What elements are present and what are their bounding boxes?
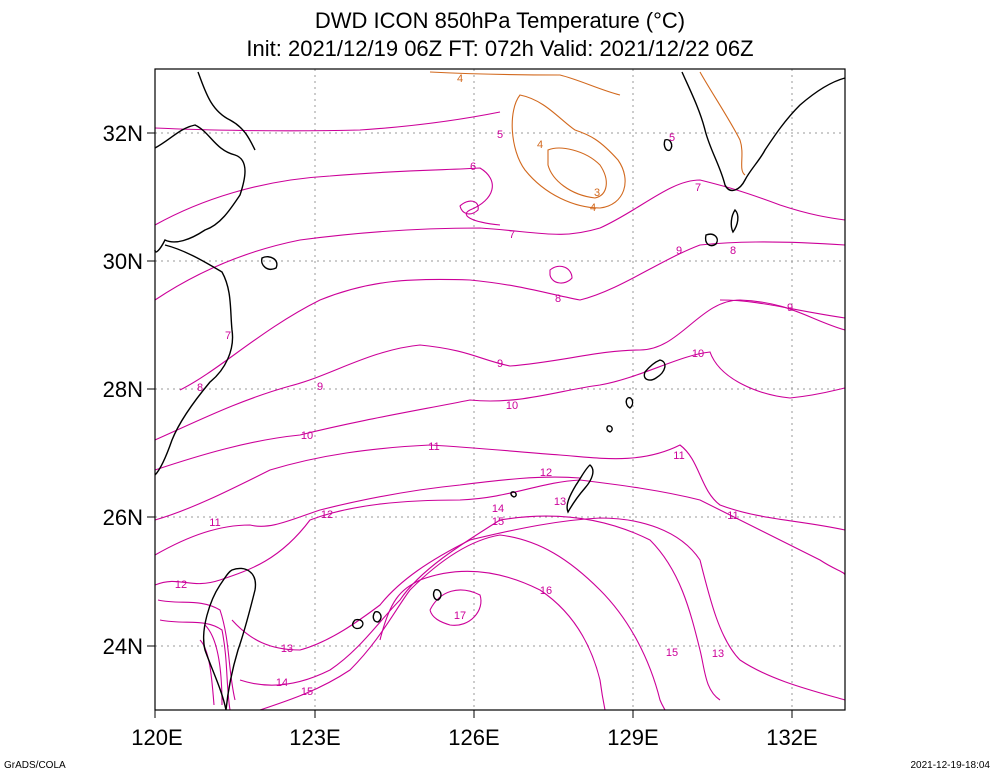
contour-label: 9 [317, 381, 323, 393]
lon-label-132e: 132E [766, 725, 817, 750]
contour-4-east [699, 71, 746, 176]
contour-11b [154, 476, 581, 556]
contour-11 [154, 444, 846, 531]
goto-islands [663, 138, 673, 152]
contour-5 [154, 111, 501, 132]
contour-6 [154, 167, 501, 226]
island-small-2 [606, 425, 613, 433]
contour-label: 4 [537, 139, 543, 151]
contour-label: 16 [540, 585, 552, 597]
yellow-sea-coast [197, 71, 256, 151]
lat-label-30n: 30N [103, 249, 143, 274]
contour-taiwan-3 [199, 639, 215, 706]
lon-label-126e: 126E [448, 725, 499, 750]
contour-label: 11 [727, 510, 738, 522]
yakushima [704, 233, 718, 247]
lon-label-123e: 123E [289, 725, 340, 750]
contour-label: 13 [554, 496, 566, 508]
contour-label: 13 [281, 643, 293, 655]
contour-label: 3 [594, 187, 600, 199]
contour-label: 5 [669, 132, 675, 144]
contour-label: 7 [695, 182, 701, 194]
lon-label-129e: 129E [607, 725, 658, 750]
contour-10 [154, 351, 846, 471]
contour-label: 12 [540, 467, 552, 479]
okinawa [566, 464, 594, 514]
contour-6-loop [459, 200, 479, 215]
contour-9-east [719, 299, 846, 319]
zhoushan [261, 256, 278, 270]
contour-label: 8 [197, 382, 203, 394]
map-title: DWD ICON 850hPa Temperature (°C) [314, 8, 686, 33]
footer-timestamp: 2021-12-19-18:04 [910, 760, 990, 771]
contour-label: 4 [457, 73, 463, 85]
cool-contours [154, 111, 846, 711]
contour-16 [379, 570, 606, 711]
taiwan [203, 567, 257, 711]
contour-17 [429, 589, 482, 626]
contour-taiwan-1 [157, 599, 236, 701]
contour-label: 10 [692, 348, 704, 360]
map-subtitle: Init: 2021/12/19 06Z FT: 072h Valid: 202… [246, 36, 754, 61]
contour-label: 7 [509, 229, 515, 241]
lat-label-24n: 24N [103, 634, 143, 659]
contour-14 [239, 515, 721, 701]
contour-4 [511, 94, 626, 209]
contour-label: 17 [454, 610, 466, 622]
contour-15 [259, 534, 666, 711]
island-small-1 [625, 397, 634, 409]
contour-label: 11 [673, 450, 684, 462]
contour-label: 8 [730, 245, 736, 257]
coastlines [154, 71, 846, 711]
amami [643, 359, 666, 381]
contour-label: 14 [492, 503, 504, 515]
contour-taiwan-2 [159, 619, 231, 711]
contour-label: 10 [301, 430, 313, 442]
warm-contours [429, 71, 746, 209]
kyushu [681, 71, 846, 192]
contour-12 [154, 479, 846, 586]
contour-label: 15 [492, 516, 504, 528]
contour-7 [154, 179, 846, 301]
lat-label-28n: 28N [103, 377, 143, 402]
contour-label: 9 [497, 358, 503, 370]
contour-label: 13 [712, 648, 724, 660]
iriomote [372, 611, 382, 623]
contour-label: 12 [175, 579, 187, 591]
miyako [432, 589, 442, 601]
lat-label-32n: 32N [103, 121, 143, 146]
contour-label: 11 [209, 517, 220, 529]
contour-label: 9 [676, 245, 682, 257]
china-coast-south [154, 244, 234, 476]
island-small-3 [510, 491, 517, 498]
contour-9 [154, 299, 846, 441]
contour-label: 5 [497, 129, 503, 141]
contour-label: 10 [506, 400, 518, 412]
contour-label: 9 [787, 302, 793, 314]
contour-13 [231, 517, 846, 701]
contour-label: 14 [276, 677, 288, 689]
lon-label-120e: 120E [131, 725, 182, 750]
contour-3 [547, 147, 607, 199]
contour-label: 15 [301, 686, 313, 698]
footer-software: GrADS/COLA [4, 760, 66, 771]
china-coast [154, 124, 246, 253]
tanegashima [730, 208, 739, 234]
contour-label: 12 [321, 509, 333, 521]
contour-label: 11 [428, 441, 439, 453]
lat-label-26n: 26N [103, 505, 143, 530]
contour-8-loop [549, 265, 573, 284]
ishigaki [352, 618, 364, 630]
axis-ticks [147, 132, 793, 718]
contour-4-north [429, 71, 621, 96]
contour-8 [179, 241, 846, 391]
contour-label: 4 [590, 202, 596, 214]
contour-label: 8 [555, 293, 561, 305]
contour-label: 6 [470, 161, 476, 173]
contour-label: 15 [666, 647, 678, 659]
contour-label: 7 [225, 330, 231, 342]
